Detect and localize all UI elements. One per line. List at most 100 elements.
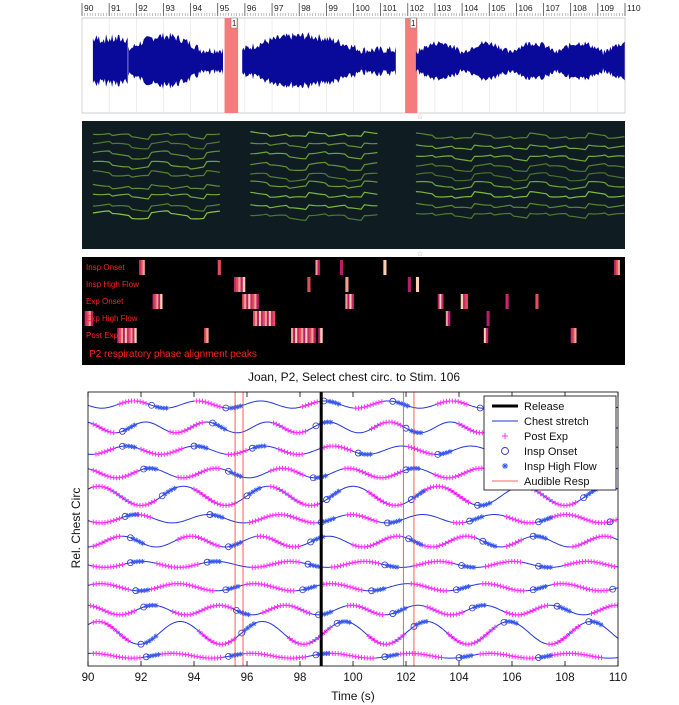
insp-high-flow-marker	[536, 585, 542, 591]
post-exp-marker	[303, 502, 309, 508]
phase-peak-mark	[311, 328, 314, 343]
post-exp-marker	[449, 560, 455, 566]
post-exp-marker	[510, 516, 516, 522]
post-exp-marker	[114, 628, 120, 634]
phase-peak-mark	[307, 277, 311, 292]
post-exp-marker	[464, 469, 470, 475]
spectrogram-harmonic	[92, 193, 220, 200]
post-exp-marker	[182, 428, 188, 434]
post-exp-marker	[164, 451, 170, 457]
post-exp-marker	[204, 587, 210, 593]
post-exp-marker	[313, 637, 319, 643]
x-axis-ticks: 90 92 94 96 98 100 102 104 106 108 110	[82, 392, 627, 684]
post-exp-marker	[167, 429, 173, 435]
post-exp-marker	[208, 604, 214, 610]
post-exp-marker	[477, 636, 483, 642]
post-exp-marker	[263, 608, 269, 614]
post-exp-marker	[569, 628, 575, 634]
post-exp-marker	[564, 633, 570, 639]
post-exp-marker	[223, 641, 229, 647]
post-exp-marker	[566, 581, 572, 587]
post-exp-marker	[365, 607, 371, 613]
insp-high-flow-marker	[228, 469, 234, 475]
post-exp-marker	[436, 609, 442, 615]
insp-high-flow-marker	[548, 653, 554, 659]
post-exp-marker	[606, 603, 612, 609]
insp-high-flow-marker	[321, 419, 327, 425]
post-exp-marker	[291, 496, 297, 502]
post-exp-marker	[438, 474, 444, 480]
insp-high-flow-marker	[136, 539, 142, 545]
post-exp-marker	[395, 636, 401, 642]
insp-high-flow-marker	[162, 491, 168, 497]
post-exp-marker	[597, 560, 603, 566]
insp-high-flow-marker	[533, 533, 539, 539]
post-exp-marker	[398, 502, 404, 508]
insp-high-flow-marker	[238, 473, 244, 479]
phase-row-label: Exp High Flow	[86, 314, 138, 323]
post-exp-marker	[375, 495, 381, 501]
insp-high-flow-marker	[154, 404, 160, 410]
insp-high-flow-marker	[399, 607, 405, 613]
legend-entry-label: Audible Resp	[524, 476, 589, 488]
y-axis-label: Rel. Chest Circ	[69, 488, 83, 569]
insp-high-flow-marker	[135, 588, 141, 594]
post-exp-marker	[96, 424, 102, 430]
post-exp-marker	[205, 605, 211, 611]
post-exp-marker	[213, 542, 219, 548]
insp-high-flow-marker	[397, 518, 403, 524]
post-exp-marker	[138, 446, 144, 452]
phase-peak-mark	[614, 260, 617, 275]
phase-peak-mark	[238, 277, 241, 292]
insp-high-flow-marker	[248, 623, 254, 629]
insp-high-flow-marker	[336, 401, 342, 407]
waveform-scroll-handle[interactable]: ☆	[417, 113, 423, 120]
insp-high-flow-marker	[136, 558, 142, 564]
spectrogram-panel[interactable]: ☆	[0, 120, 679, 260]
insp-high-flow-marker	[472, 516, 478, 522]
post-exp-marker	[389, 640, 395, 646]
post-exp-marker	[349, 560, 355, 566]
x-tick-label: 98	[294, 672, 307, 684]
audible-segments[interactable]	[224, 18, 418, 113]
post-exp-marker	[285, 466, 291, 472]
post-exp-marker	[338, 582, 344, 588]
post-exp-marker	[533, 606, 539, 612]
insp-high-flow-marker	[583, 493, 589, 499]
post-exp-marker	[515, 538, 521, 544]
post-exp-marker	[426, 585, 432, 591]
post-exp-marker	[565, 562, 571, 568]
post-exp-marker	[342, 445, 348, 451]
post-exp-marker	[183, 652, 189, 658]
insp-high-flow-marker	[140, 540, 146, 546]
spectrogram-harmonic	[415, 144, 625, 151]
post-exp-marker	[606, 562, 612, 568]
phase-peak-mark	[315, 260, 318, 275]
insp-high-flow-marker	[479, 514, 485, 520]
insp-high-flow-marker	[401, 402, 407, 408]
post-exp-marker	[324, 627, 330, 633]
spectrogram-scroll-handle[interactable]: ☆	[417, 250, 423, 258]
phase-alignment-panel[interactable]: Insp Onset Insp High Flow Exp Onset Exp Hig…	[0, 256, 679, 368]
insp-high-flow-marker	[409, 465, 415, 471]
insp-high-flow-marker	[142, 587, 148, 593]
phase-peak-mark	[256, 294, 259, 309]
insp-high-flow-marker	[222, 426, 228, 432]
post-exp-marker	[231, 451, 237, 457]
post-exp-marker	[590, 653, 596, 659]
insp-high-flow-marker	[396, 608, 402, 614]
insp-high-flow-marker	[321, 519, 327, 525]
post-exp-marker	[90, 543, 96, 549]
post-exp-marker	[401, 632, 407, 638]
post-exp-marker	[90, 484, 96, 490]
waveform-panel[interactable]: 90 91 92 93 94 95 96 97 98 99 100 101 102 103 104 105 10…	[0, 0, 679, 120]
post-exp-marker	[90, 519, 96, 525]
post-exp-marker	[374, 423, 380, 429]
spectrogram-harmonic	[250, 204, 378, 211]
insp-high-flow-marker	[128, 424, 134, 430]
post-exp-marker	[558, 638, 564, 644]
chest-circ-chart[interactable]: Joan, P2, Select chest circ. to Stim. 10…	[0, 368, 679, 705]
post-exp-marker	[102, 620, 108, 626]
post-exp-marker	[549, 641, 555, 647]
post-exp-marker	[217, 404, 223, 410]
